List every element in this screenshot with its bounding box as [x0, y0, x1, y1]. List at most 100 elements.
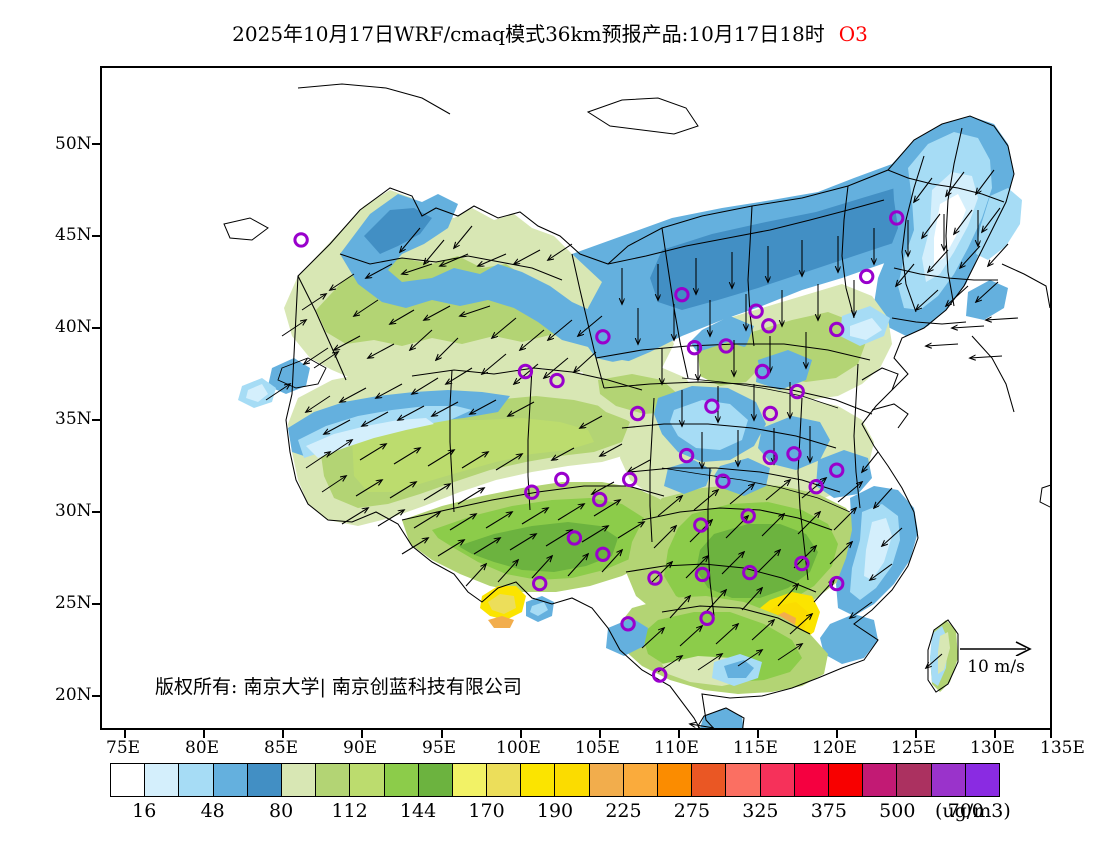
- colorbar-swatch-0[interactable]: [111, 764, 146, 796]
- station-marker[interactable]: [786, 446, 802, 462]
- y-tick: [92, 511, 100, 513]
- x-tick: [520, 730, 522, 738]
- colorbar-swatch-3[interactable]: [213, 764, 248, 796]
- y-tick: [92, 695, 100, 697]
- station-marker[interactable]: [704, 398, 720, 414]
- colorbar-swatch-17[interactable]: [692, 764, 727, 796]
- station-marker[interactable]: [674, 287, 690, 303]
- station-marker[interactable]: [549, 372, 565, 389]
- station-marker[interactable]: [794, 555, 810, 572]
- station-marker[interactable]: [554, 471, 570, 488]
- x-axis-label-85E: 85E: [264, 738, 299, 758]
- station-marker[interactable]: [620, 616, 636, 632]
- station-marker[interactable]: [715, 473, 731, 489]
- station-marker[interactable]: [524, 484, 540, 500]
- station-marker[interactable]: [629, 405, 646, 422]
- station-marker[interactable]: [889, 210, 905, 226]
- x-tick: [441, 730, 443, 738]
- x-tick: [1050, 730, 1052, 738]
- station-marker[interactable]: [789, 383, 805, 400]
- colorbar-tick-48: 48: [200, 800, 225, 822]
- y-axis-label-25N: 25N: [55, 593, 92, 613]
- y-axis-label-45N: 45N: [55, 225, 92, 245]
- colorbar-swatch-9[interactable]: [418, 764, 453, 796]
- colorbar-swatch-1[interactable]: [145, 764, 180, 796]
- station-marker[interactable]: [742, 564, 758, 581]
- station-marker[interactable]: [762, 405, 778, 422]
- colorbar-swatch-12[interactable]: [521, 764, 556, 796]
- x-axis-label-115E: 115E: [733, 738, 778, 758]
- forecast-map[interactable]: [102, 68, 1050, 728]
- station-marker[interactable]: [652, 667, 668, 683]
- station-marker[interactable]: [532, 575, 548, 592]
- station-marker[interactable]: [748, 303, 764, 319]
- colorbar-swatch-13[interactable]: [555, 764, 590, 796]
- station-marker[interactable]: [829, 575, 845, 592]
- station-marker[interactable]: [699, 610, 715, 626]
- station-marker[interactable]: [762, 449, 778, 466]
- colorbar-swatch-7[interactable]: [350, 764, 385, 796]
- station-marker[interactable]: [647, 570, 663, 586]
- title-text: 2025年10月17日WRF/cmaq模式36km预报产品:10月17日18时: [232, 22, 825, 46]
- colorbar-swatch-19[interactable]: [760, 764, 795, 796]
- map-plot-area[interactable]: [100, 66, 1052, 730]
- station-marker[interactable]: [678, 447, 695, 464]
- x-axis-label-100E: 100E: [496, 738, 541, 758]
- colorbar-swatch-15[interactable]: [623, 764, 658, 796]
- colorbar-swatch-21[interactable]: [828, 764, 864, 796]
- colorbar-swatch-16[interactable]: [658, 764, 693, 796]
- colorbar-swatch-24[interactable]: [931, 764, 966, 796]
- colorbar-swatch-20[interactable]: [794, 764, 829, 796]
- x-tick: [599, 730, 601, 738]
- x-tick: [836, 730, 838, 738]
- station-marker[interactable]: [622, 471, 638, 488]
- station-marker[interactable]: [686, 340, 703, 356]
- colorbar-swatch-23[interactable]: [897, 764, 932, 796]
- colorbar-swatch-10[interactable]: [452, 764, 488, 796]
- colorbar-swatch-4[interactable]: [247, 764, 282, 796]
- y-axis-label-30N: 30N: [55, 501, 92, 521]
- station-marker[interactable]: [293, 232, 309, 248]
- colorbar-swatch-11[interactable]: [487, 764, 522, 796]
- station-marker[interactable]: [859, 268, 875, 285]
- station-marker[interactable]: [592, 491, 608, 508]
- station-marker[interactable]: [595, 329, 611, 345]
- station-marker[interactable]: [829, 462, 845, 478]
- y-axis-label-35N: 35N: [55, 409, 92, 429]
- colorbar-swatch-25[interactable]: [965, 764, 999, 796]
- colorbar-swatch-6[interactable]: [316, 764, 351, 796]
- station-marker[interactable]: [694, 566, 711, 583]
- station-marker[interactable]: [566, 530, 583, 546]
- station-marker[interactable]: [517, 363, 534, 380]
- colorbar-tick-190: 190: [536, 800, 574, 822]
- colorbar-swatch-8[interactable]: [384, 764, 419, 796]
- station-marker[interactable]: [718, 338, 734, 354]
- y-tick: [92, 419, 100, 421]
- colorbar-tick-80: 80: [269, 800, 294, 822]
- city-station-markers[interactable]: [293, 210, 905, 683]
- station-marker[interactable]: [595, 546, 611, 562]
- y-tick: [92, 603, 100, 605]
- colorbar[interactable]: [110, 763, 1000, 797]
- x-tick: [915, 730, 917, 738]
- x-axis-label-95E: 95E: [422, 738, 457, 758]
- y-tick: [92, 235, 100, 237]
- wind-key-label: 10 m/s: [967, 657, 1025, 677]
- station-marker[interactable]: [829, 321, 845, 338]
- station-marker[interactable]: [693, 517, 709, 533]
- x-tick: [203, 730, 205, 738]
- x-tick: [124, 730, 126, 738]
- colorbar-tick-375: 375: [810, 800, 847, 822]
- colorbar-swatch-18[interactable]: [726, 764, 761, 796]
- colorbar-swatch-14[interactable]: [589, 764, 624, 796]
- colorbar-tick-170: 170: [468, 800, 505, 822]
- station-marker[interactable]: [754, 363, 771, 380]
- colorbar-swatch-5[interactable]: [281, 764, 317, 796]
- colorbar-swatch-2[interactable]: [179, 764, 214, 796]
- station-marker[interactable]: [740, 508, 756, 524]
- station-marker[interactable]: [761, 318, 777, 334]
- wind-vector-field: [265, 169, 1019, 728]
- station-marker[interactable]: [808, 479, 824, 495]
- x-axis-label-125E: 125E: [891, 738, 936, 758]
- colorbar-swatch-22[interactable]: [863, 764, 898, 796]
